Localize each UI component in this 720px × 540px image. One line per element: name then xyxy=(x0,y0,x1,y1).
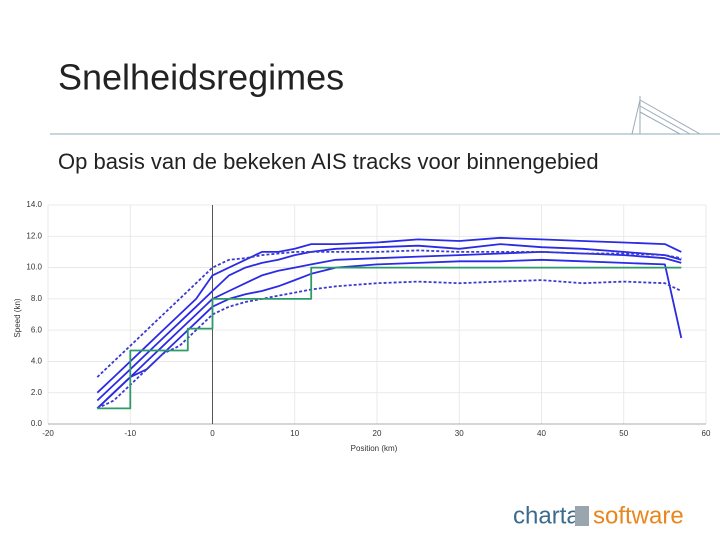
slide-title: Snelheidsregimes xyxy=(58,57,344,98)
y-tick-label: 0.0 xyxy=(31,419,43,428)
x-tick-label: 60 xyxy=(702,429,711,438)
x-tick-label: 40 xyxy=(537,429,546,438)
track-line xyxy=(96,243,682,402)
bridge-icon xyxy=(631,96,701,135)
x-axis-label: Position (km) xyxy=(351,444,398,453)
y-tick-label: 8.0 xyxy=(31,294,43,303)
x-tick-label: 20 xyxy=(373,429,382,438)
y-tick-label: 6.0 xyxy=(31,325,43,334)
track-line xyxy=(97,266,682,410)
x-tick-label: 50 xyxy=(619,429,628,438)
y-tick-label: 12.0 xyxy=(26,231,42,240)
slide-subtitle: Op basis van de bekeken AIS tracks voor … xyxy=(58,149,599,174)
y-tick-label: 4.0 xyxy=(31,357,43,366)
y-tick-label: 14.0 xyxy=(26,200,42,209)
x-tick-label: -10 xyxy=(124,429,136,438)
logo-icon xyxy=(575,506,589,526)
track-line xyxy=(96,279,682,410)
track-line xyxy=(96,236,682,394)
y-tick-label: 2.0 xyxy=(31,388,43,397)
x-tick-label: -20 xyxy=(42,429,54,438)
logo-text: charta xyxy=(513,502,580,529)
x-tick-label: 0 xyxy=(210,429,215,438)
y-axis-label: Speed (kn) xyxy=(13,298,22,337)
x-tick-label: 10 xyxy=(290,429,299,438)
y-tick-label: 10.0 xyxy=(26,263,42,272)
logo-text: software xyxy=(593,502,684,529)
x-tick-label: 30 xyxy=(455,429,464,438)
track-line xyxy=(96,249,682,378)
